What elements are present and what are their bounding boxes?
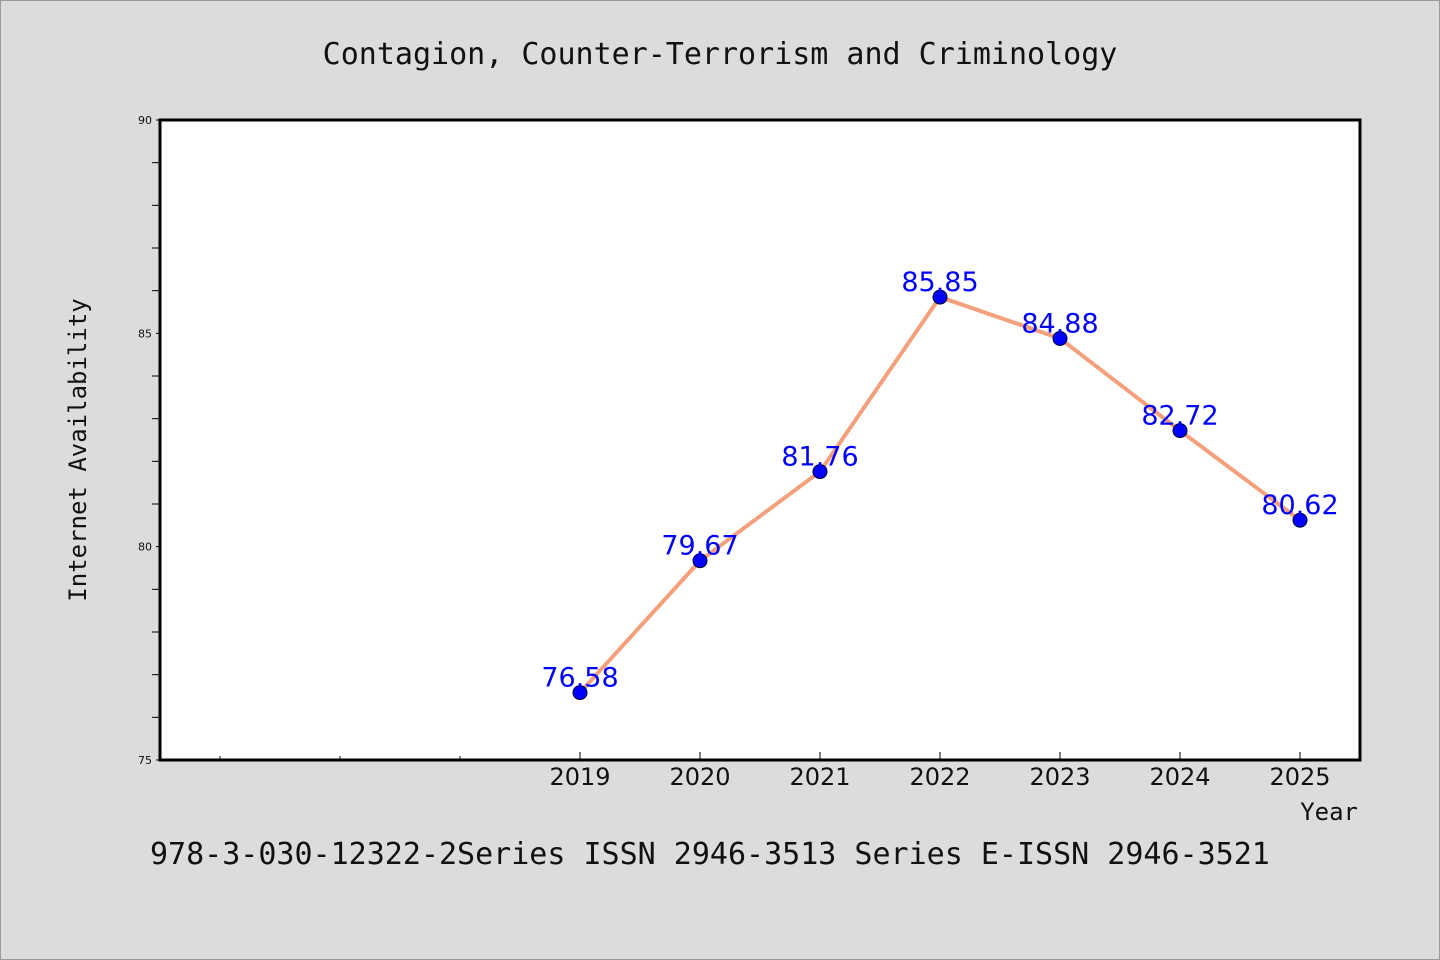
data-point [1052, 330, 1068, 346]
footer-isbn-issn: 978-3-030-12322-2Series ISSN 2946-3513 S… [150, 837, 1270, 872]
chart-title: Contagion, Counter-Terrorism and Crimino… [323, 37, 1118, 72]
y-tick-label: 75 [138, 754, 152, 767]
y-tick-label: 85 [138, 327, 152, 340]
y-tick-label: 80 [138, 541, 152, 554]
data-point [692, 553, 708, 569]
data-label: 85.85 [901, 267, 978, 298]
data-label: 76.58 [541, 663, 618, 694]
data-labels: 76.58 79.67 81.76 85.85 84.88 82.72 80.62 [541, 267, 1338, 694]
plot-area [158, 118, 1362, 762]
x-tick-label: 2023 [1029, 763, 1090, 791]
x-tick-label: 2022 [909, 763, 970, 791]
x-tick-label: 2025 [1269, 763, 1330, 791]
data-label: 79.67 [661, 531, 738, 562]
data-label: 84.88 [1021, 308, 1098, 339]
x-axis-label: Year [1300, 798, 1358, 826]
y-axis-ticks: 75 80 85 90 [138, 114, 160, 767]
x-tick-label: 2019 [549, 763, 610, 791]
x-tick-label: 2020 [669, 763, 730, 791]
x-tick-label: 2024 [1149, 763, 1210, 791]
x-tick-label: 2021 [789, 763, 850, 791]
data-point [932, 289, 948, 305]
data-point [812, 464, 828, 480]
data-label: 81.76 [781, 442, 858, 473]
y-tick-label: 90 [138, 114, 152, 127]
data-point [1292, 512, 1308, 528]
data-point [1172, 423, 1188, 439]
data-label: 80.62 [1261, 490, 1338, 521]
series-markers [572, 289, 1308, 701]
data-label: 82.72 [1141, 401, 1218, 432]
x-axis-ticks: 2019 2020 2021 2022 2023 2024 2025 [549, 752, 1331, 791]
y-axis-label: Internet Availability [64, 298, 92, 601]
x-minor-ticks [219, 756, 461, 760]
data-point [572, 685, 588, 701]
